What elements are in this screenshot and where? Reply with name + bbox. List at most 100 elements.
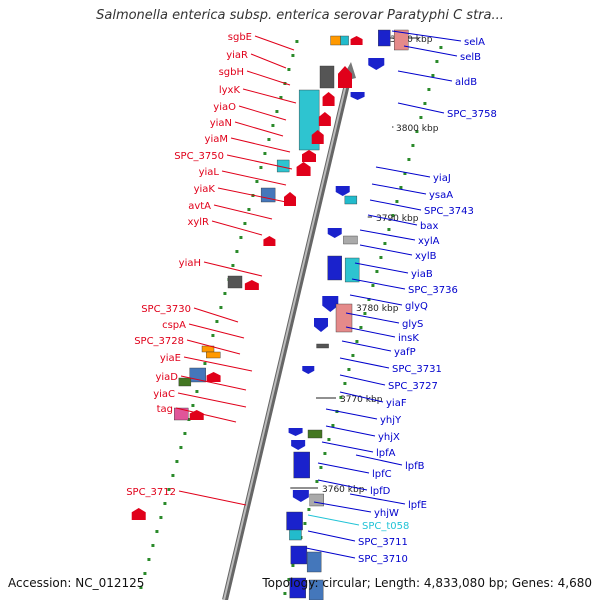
gene-arrow-fwd-14 — [263, 236, 276, 246]
tick-mark-inner — [183, 432, 187, 435]
right-gene-label-spc_3710: SPC_3710 — [358, 554, 408, 565]
left-label-leader — [188, 323, 245, 339]
right-label-leader — [403, 45, 458, 57]
map-title: Salmonella enterica subsp. enterica sero… — [96, 8, 504, 23]
right-gene-label-lpfb: lpfB — [405, 461, 425, 472]
gene-block-12 — [260, 187, 276, 203]
tick-mark-outer — [339, 396, 343, 399]
gene-arrow-rev-35 — [322, 296, 339, 312]
right-label-leader — [345, 312, 400, 324]
gene-arrow-rev-28 — [350, 92, 365, 100]
tick-mark-outer — [419, 116, 423, 119]
left-gene-label-spc_3728: SPC_3728 — [134, 336, 184, 347]
tick-mark-inner — [235, 250, 239, 253]
tick-mark-inner — [231, 264, 235, 267]
tick-mark-outer — [283, 592, 287, 595]
gene-arrow-fwd-6 — [322, 92, 335, 106]
right-label-leader — [325, 408, 378, 420]
left-gene-label-tag: tag — [157, 404, 173, 415]
tick-mark-inner — [143, 572, 147, 575]
tick-mark-outer — [367, 298, 371, 301]
left-gene-label-yiar: yiaR — [226, 50, 248, 61]
right-label-leader — [339, 374, 386, 386]
tick-mark-outer — [375, 270, 379, 273]
right-label-leader — [367, 214, 418, 226]
tick-mark-inner — [243, 222, 247, 225]
tick-mark-inner — [215, 320, 219, 323]
tick-mark-outer — [407, 158, 411, 161]
tick-mark-inner — [223, 292, 227, 295]
accession-label: Accession: NC_012125 — [8, 576, 145, 590]
right-gene-label-glyq: glyQ — [405, 301, 428, 312]
left-label-leader — [177, 392, 247, 408]
gene-block-47 — [289, 529, 302, 541]
right-label-leader — [375, 166, 431, 178]
right-gene-label-yiaf: yiaF — [386, 398, 407, 409]
tick-mark-outer — [391, 214, 395, 217]
tick-mark-outer — [359, 326, 363, 329]
right-label-leader — [317, 479, 368, 491]
tick-mark-inner — [159, 516, 163, 519]
right-gene-label-bax: bax — [420, 221, 438, 232]
gene-block-15 — [227, 275, 243, 289]
tick-mark-outer — [403, 172, 407, 175]
tick-mark-inner — [203, 362, 207, 365]
gene-arrow-rev-31 — [327, 228, 342, 238]
right-gene-label-spc_3758: SPC_3758 — [447, 109, 497, 120]
left-gene-label-spc_3750: SPC_3750 — [174, 151, 224, 162]
tick-mark-inner — [211, 334, 215, 337]
right-gene-label-yhjw: yhjW — [374, 508, 399, 519]
gene-arrow-fwd-20 — [206, 372, 221, 382]
tick-mark-inner — [147, 558, 151, 561]
tick-mark-inner — [247, 208, 251, 211]
tick-mark-outer — [343, 382, 347, 385]
tick-mark-outer — [287, 578, 291, 581]
backbone-highlight — [223, 79, 348, 600]
left-label-leader — [234, 121, 284, 137]
kbp-label-3770: 3770 kbp — [340, 395, 383, 405]
right-label-leader — [341, 340, 392, 352]
gene-arrow-fwd-16 — [244, 280, 259, 290]
right-label-leader — [349, 493, 406, 505]
left-label-leader — [242, 88, 297, 104]
left-gene-label-lyxk: lyxK — [219, 85, 241, 96]
right-label-leader — [321, 441, 374, 453]
gene-arrow-rev-44 — [292, 490, 309, 502]
right-gene-label-ysaa: ysaA — [429, 190, 453, 201]
tick-mark-inner — [263, 152, 267, 155]
gene-arrow-fwd-4 — [337, 66, 352, 88]
left-gene-label-yial: yiaL — [199, 167, 220, 178]
gene-arrow-fwd-10 — [296, 162, 311, 176]
gene-block-51 — [308, 579, 324, 600]
left-gene-label-spc_3712: SPC_3712 — [126, 487, 176, 498]
gene-arrow-fwd-7 — [318, 112, 331, 126]
kbp-label-3800: 3800 kbp — [396, 124, 439, 134]
gene-arrow-rev-29 — [335, 186, 350, 196]
gene-block-48 — [290, 545, 308, 565]
tick-mark-inner — [291, 54, 295, 57]
left-label-leader — [178, 490, 247, 506]
left-label-leader — [221, 170, 287, 186]
tick-mark-outer — [427, 88, 431, 91]
gene-block-0 — [330, 35, 341, 46]
tick-mark-outer — [431, 74, 435, 77]
right-gene-label-sela: selA — [464, 37, 485, 48]
right-label-leader — [307, 530, 356, 542]
left-label-leader — [254, 35, 295, 51]
tick-mark-inner — [163, 502, 167, 505]
kbp-label-3810: 3810 kbp — [390, 35, 433, 45]
gene-block-45 — [309, 493, 324, 507]
tick-mark-outer — [303, 522, 307, 525]
left-label-leader — [203, 261, 263, 277]
right-label-leader — [354, 262, 409, 274]
gene-block-33 — [327, 255, 342, 281]
right-label-leader — [307, 514, 360, 526]
kbp-label-3780: 3780 kbp — [356, 304, 399, 314]
right-label-leader — [359, 229, 416, 241]
tick-mark-outer — [355, 340, 359, 343]
right-label-leader — [339, 391, 384, 403]
left-label-leader — [183, 356, 253, 372]
tick-mark-outer — [383, 242, 387, 245]
gene-block-21 — [178, 377, 192, 387]
